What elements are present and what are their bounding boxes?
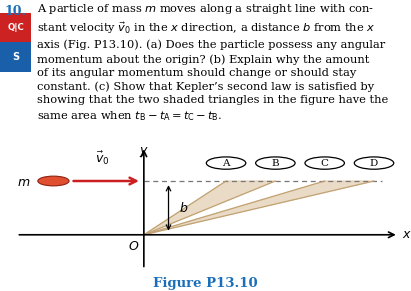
Text: S: S (12, 52, 19, 62)
Text: 10.: 10. (5, 5, 27, 18)
Polygon shape (144, 181, 374, 235)
Text: B: B (272, 159, 279, 168)
Text: $O$: $O$ (128, 240, 139, 253)
Text: C: C (321, 159, 329, 168)
Text: $b$: $b$ (179, 201, 188, 215)
Bar (0, 13, 31, 42)
Text: $x$: $x$ (402, 228, 411, 241)
Circle shape (38, 176, 69, 186)
Text: D: D (370, 159, 378, 168)
Text: A: A (222, 159, 230, 168)
Text: A particle of mass $m$ moves along a straight line with con-
stant velocity $\ve: A particle of mass $m$ moves along a str… (37, 1, 388, 123)
Text: Figure P13.10: Figure P13.10 (153, 276, 258, 290)
Text: Q|C: Q|C (7, 23, 24, 32)
Polygon shape (144, 181, 275, 235)
Bar (0, 42, 31, 72)
Text: $m$: $m$ (18, 176, 31, 189)
Text: $y$: $y$ (139, 145, 149, 159)
Text: $\vec{v}_0$: $\vec{v}_0$ (95, 150, 110, 167)
